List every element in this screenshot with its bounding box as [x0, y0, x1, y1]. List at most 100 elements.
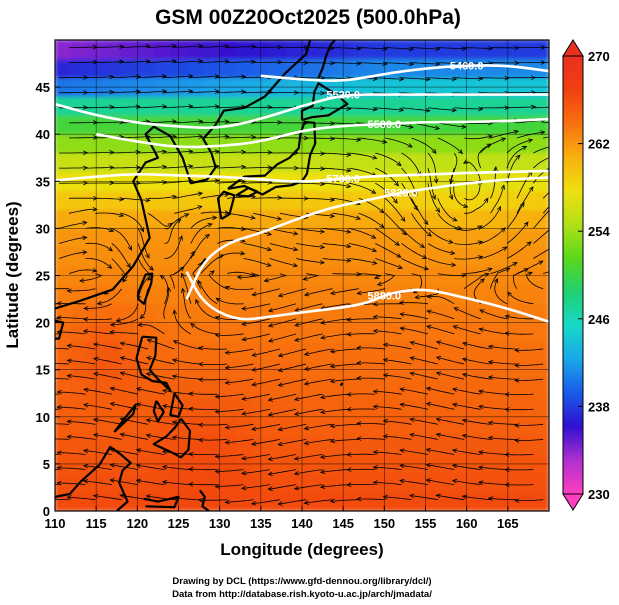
field-cell — [202, 284, 221, 305]
streamline — [294, 408, 323, 415]
streamline — [488, 345, 517, 350]
streamline-arrow — [426, 309, 432, 314]
streamline — [138, 324, 165, 335]
streamline-arrow — [56, 480, 62, 486]
field-cell — [219, 472, 237, 493]
streamline-arrow — [435, 493, 441, 499]
streamline — [227, 212, 255, 219]
field-cell — [55, 209, 72, 229]
streamline-arrow — [137, 322, 143, 328]
streamline-arrow — [250, 44, 257, 49]
streamline-arrow — [139, 227, 145, 233]
streamline-arrow — [214, 394, 220, 399]
streamline — [136, 403, 165, 410]
streamline-arrow — [423, 265, 430, 271]
field-cell — [235, 246, 254, 267]
streamline — [464, 47, 493, 49]
streamline-arrow — [293, 246, 299, 252]
streamline — [437, 137, 463, 154]
field-cell — [515, 472, 534, 493]
streamline — [306, 197, 335, 201]
streamline-arrow — [526, 241, 532, 247]
streamline-arrow — [374, 274, 380, 279]
field-cell — [482, 209, 501, 229]
field-cell — [449, 416, 468, 437]
streamline — [506, 146, 527, 169]
streamline-arrow — [41, 437, 45, 441]
field-cell — [515, 209, 534, 229]
field-cell — [301, 322, 319, 342]
field-cell — [433, 340, 451, 361]
field-cell — [532, 114, 549, 135]
streamline — [533, 106, 549, 109]
field-cell — [219, 397, 237, 418]
streamline — [304, 348, 333, 356]
streamline — [200, 60, 229, 63]
field-cell — [383, 227, 402, 248]
streamline-arrow — [267, 104, 273, 110]
streamline-arrow — [479, 278, 485, 284]
field-cell — [120, 284, 138, 305]
streamline-arrow — [136, 294, 142, 301]
field-cell — [482, 472, 501, 493]
streamline-arrow — [66, 288, 72, 294]
streamline-arrow — [92, 59, 99, 65]
field-cell — [301, 58, 319, 79]
streamline-arrow — [320, 90, 326, 96]
streamline — [110, 464, 139, 470]
streamline — [69, 121, 98, 124]
streamline-arrow — [451, 463, 458, 469]
streamline-arrow — [431, 148, 437, 154]
field-cell — [449, 152, 468, 173]
streamline-arrow — [188, 482, 194, 487]
streamline — [296, 258, 325, 264]
streamline — [348, 152, 377, 159]
field-cell — [153, 209, 171, 229]
streamline — [120, 372, 149, 380]
streamline-arrow — [82, 448, 89, 454]
field-cell — [70, 378, 89, 399]
field-cell — [482, 40, 501, 60]
field-cell — [482, 322, 501, 342]
field-cell — [466, 303, 484, 324]
field-cell — [202, 227, 221, 248]
streamline-arrow — [263, 277, 269, 283]
field-cell — [449, 114, 468, 135]
streamline — [189, 393, 218, 395]
streamline-arrow — [396, 161, 402, 167]
streamline — [488, 437, 517, 440]
field-cell — [268, 58, 287, 79]
streamline-arrow — [159, 275, 165, 280]
streamline — [252, 378, 280, 386]
field-cell — [136, 378, 155, 399]
streamline — [358, 137, 387, 143]
streamline — [427, 152, 437, 183]
streamline-arrow — [204, 234, 210, 239]
field-cell — [532, 435, 549, 455]
streamline — [268, 469, 297, 475]
field-cell — [466, 190, 484, 211]
field-cell — [350, 397, 369, 418]
streamline — [330, 348, 359, 353]
streamline-arrow — [504, 452, 510, 457]
field-cell — [285, 322, 303, 342]
field-cell — [70, 133, 89, 154]
streamline-arrow — [56, 465, 62, 471]
streamline — [462, 342, 491, 350]
streamline-arrow — [500, 137, 507, 142]
y-tick-label: 10 — [36, 410, 50, 425]
streamline — [138, 166, 167, 169]
y-tick-label: 35 — [36, 174, 50, 189]
field-cell — [532, 227, 549, 248]
streamline — [454, 241, 483, 245]
streamline-arrow — [267, 456, 273, 462]
streamline-arrow — [224, 285, 231, 291]
streamline — [138, 151, 167, 154]
colorbar-tick-label: 238 — [588, 399, 610, 414]
streamline — [192, 262, 203, 289]
streamline — [294, 303, 323, 311]
field-cell — [103, 58, 122, 79]
streamline-arrow — [382, 46, 388, 52]
streamline-arrow — [277, 426, 283, 432]
field-cell — [301, 472, 319, 493]
